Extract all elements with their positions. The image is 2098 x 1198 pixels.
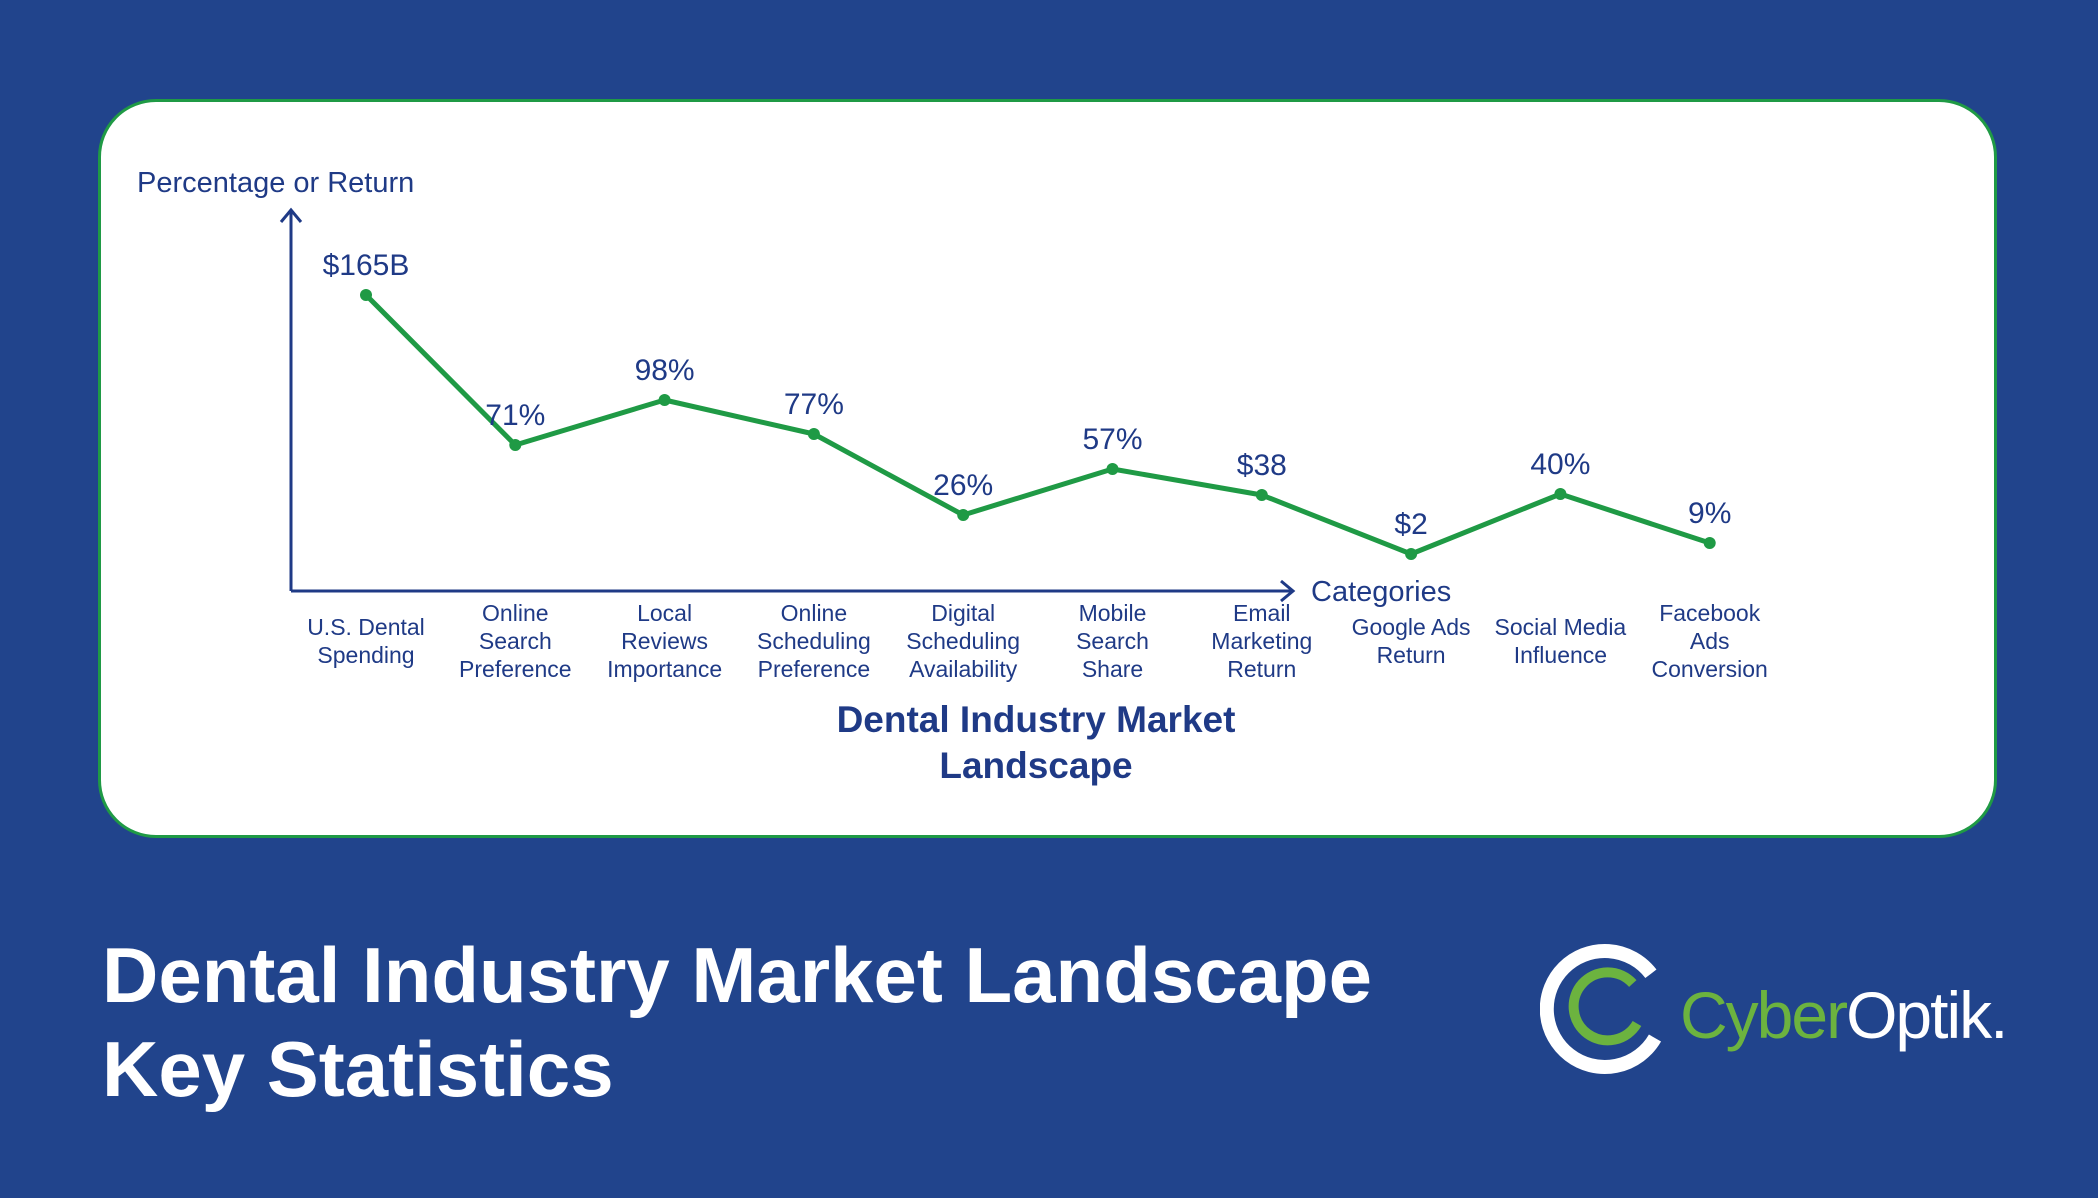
line-chart: Percentage or Return Categories $165B 71% 98… [137, 167, 1768, 786]
page-headline: Dental Industry Market Landscape Key Sta… [102, 928, 1372, 1116]
category-label-6: Mobile Search Share [1076, 600, 1149, 682]
data-label-7: $38 [1237, 449, 1287, 482]
data-point-10 [1703, 537, 1716, 549]
data-point-8 [1405, 548, 1418, 560]
data-label-2: 71% [485, 399, 545, 432]
logo-wordmark-optik: Optik. [1846, 978, 2008, 1052]
x-axis-arrow [1280, 579, 1296, 603]
data-point-9 [1554, 488, 1567, 500]
data-label-6: 57% [1082, 423, 1142, 456]
y-axis-label: Percentage or Return [137, 167, 414, 199]
headline-line-2: Key Statistics [102, 1025, 614, 1113]
data-label-4: 77% [784, 388, 844, 421]
data-point-3 [658, 394, 671, 406]
category-label-2: Online Search Preference [459, 600, 572, 682]
data-point-6 [1106, 463, 1119, 475]
cyberoptik-ring-logo-icon [1539, 944, 1662, 1074]
data-point-1 [360, 289, 372, 301]
data-point-4 [807, 428, 820, 440]
data-point-5 [957, 509, 970, 521]
logo-wordmark: CyberOptik. [1680, 982, 2008, 1048]
category-label-9: Social Media Influence [1495, 614, 1627, 668]
data-label-9: 40% [1530, 448, 1590, 481]
headline-line-1: Dental Industry Market Landscape [102, 931, 1373, 1019]
category-label-7: Email Marketing Return [1211, 600, 1312, 682]
data-label-5: 26% [933, 469, 993, 502]
category-label-1: U.S. Dental Spending [307, 614, 425, 668]
chart-card: Percentage or Return Categories $165B 71% 98… [98, 99, 1997, 838]
data-point-2 [509, 439, 522, 451]
category-label-10: Facebook Ads Conversion [1652, 600, 1768, 682]
x-axis-label: Categories [1311, 576, 1451, 608]
cyberoptik-logo: CyberOptik. [1539, 940, 2010, 1080]
chart-title: Dental Industry Market Landscape [837, 699, 1236, 786]
y-axis-arrow [279, 207, 303, 223]
category-label-8: Google Ads Return [1352, 614, 1471, 668]
data-label-10: 9% [1688, 497, 1731, 530]
category-label-5: Digital Scheduling Availability [906, 600, 1020, 682]
category-label-4: Online Scheduling Preference [757, 600, 871, 682]
data-label-1: $165B [323, 249, 410, 282]
logo-wordmark-cyber: Cyber [1680, 978, 1848, 1052]
category-label-3: Local Reviews Importance [607, 600, 722, 682]
data-label-8: $2 [1394, 508, 1427, 541]
data-point-7 [1255, 489, 1268, 501]
series-line [364, 293, 1711, 557]
data-label-3: 98% [635, 354, 695, 387]
